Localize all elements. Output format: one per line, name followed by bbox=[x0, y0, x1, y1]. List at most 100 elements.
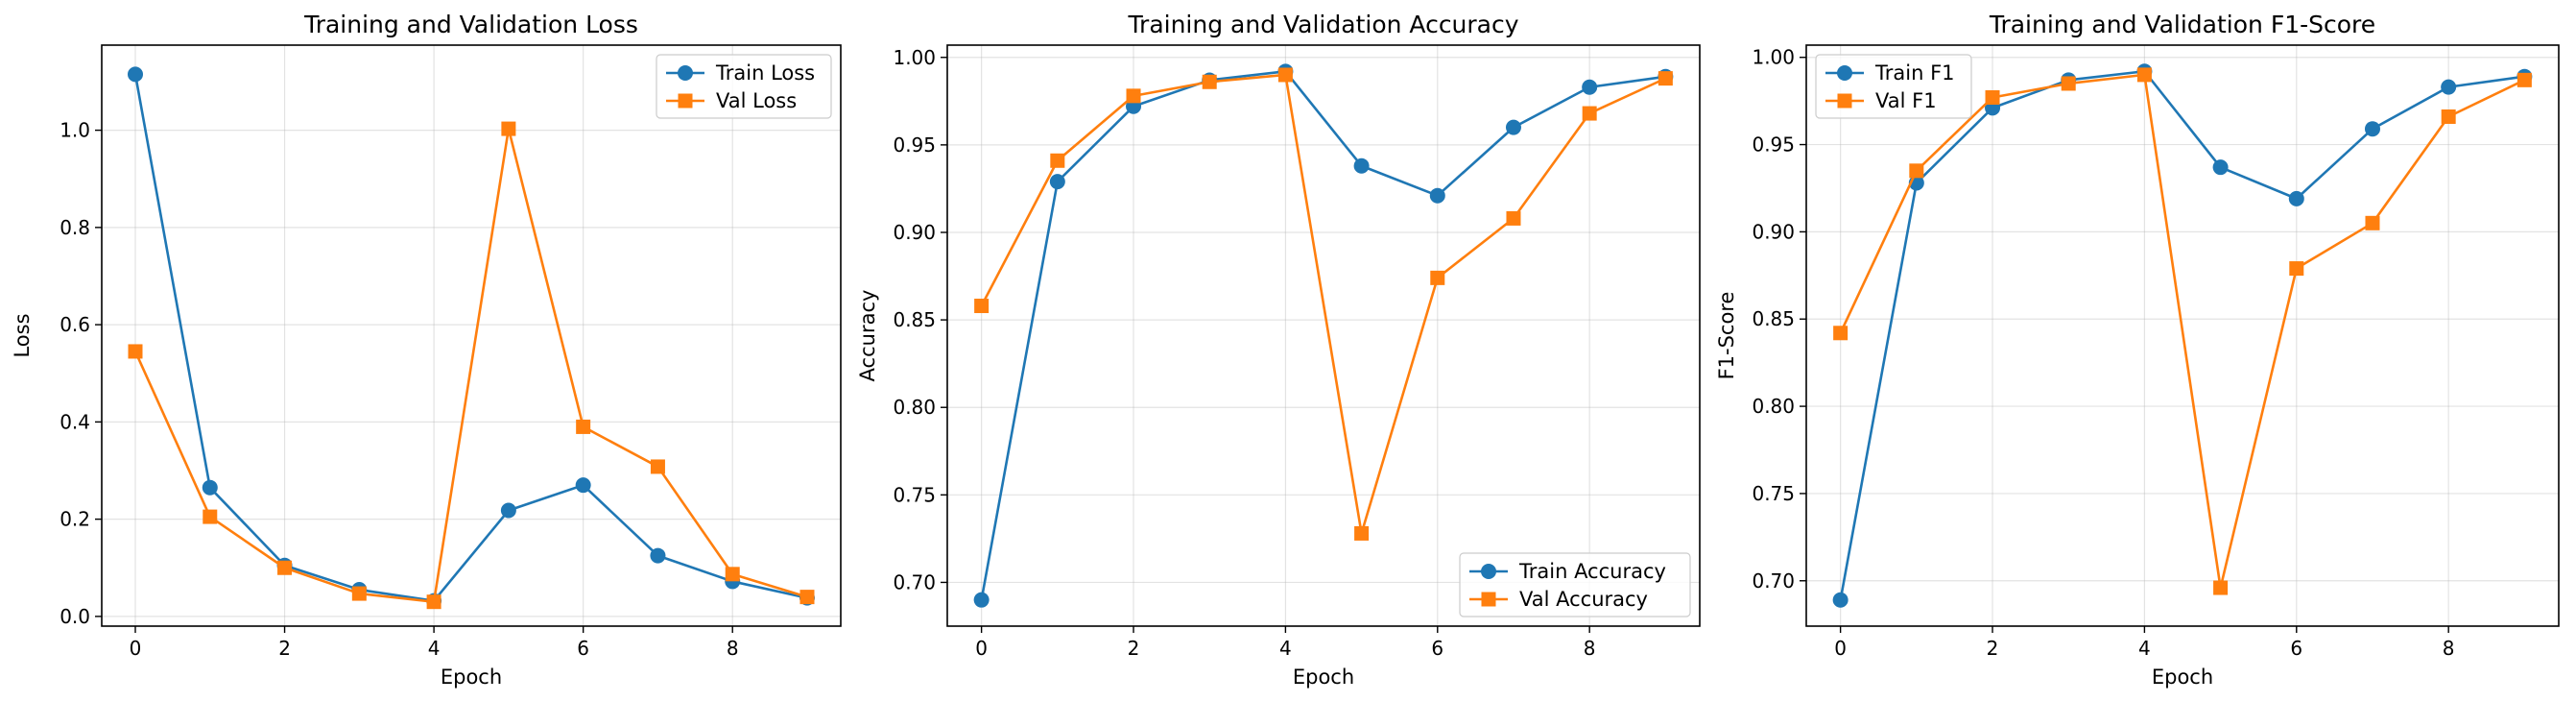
loss-y-tick-label: 1.0 bbox=[60, 119, 90, 142]
f1-score-chart: 0 2 4 6 8 0.70 0.75 0.80 0.85 0.90 0.95 1.00 Trainin… bbox=[1715, 11, 2560, 689]
loss-legend: Train Loss Val Loss bbox=[656, 54, 832, 119]
f1-score-x-tick-label: 0 bbox=[1834, 637, 1847, 660]
f1-score-y-tick-label: 0.85 bbox=[1752, 307, 1795, 330]
accuracy-train-point bbox=[1049, 174, 1065, 190]
f1-score-x-tick-label: 4 bbox=[2138, 637, 2151, 660]
f1-score-legend-marker-train bbox=[1837, 65, 1852, 81]
accuracy-y-tick-label: 0.70 bbox=[893, 570, 936, 593]
accuracy-legend-box bbox=[1459, 552, 1691, 617]
loss-val-point bbox=[725, 567, 740, 582]
accuracy-series-line-val bbox=[980, 73, 1666, 535]
loss-val-point bbox=[426, 594, 441, 610]
loss-x-axis-label: Epoch bbox=[441, 666, 502, 689]
accuracy-legend-marker-val bbox=[1481, 592, 1496, 607]
accuracy-y-tick-label: 0.95 bbox=[893, 133, 936, 157]
loss-plot-frame bbox=[101, 44, 842, 627]
accuracy-chart: 0 2 4 6 8 0.70 0.75 0.80 0.85 0.90 0.95 1.00 Trainin… bbox=[856, 11, 1701, 689]
f1-score-y-tick-label: 0.70 bbox=[1752, 569, 1795, 593]
loss-val-point bbox=[277, 560, 293, 575]
accuracy-y-tick-label: 0.85 bbox=[893, 308, 936, 331]
loss-legend-box bbox=[656, 54, 832, 119]
loss-x-tick-label: 2 bbox=[278, 637, 291, 660]
f1-score-val-point bbox=[1909, 163, 1924, 179]
loss-y-axis-label: Loss bbox=[11, 313, 34, 357]
loss-legend-marker-val bbox=[678, 93, 693, 109]
f1-score-val-point bbox=[2441, 109, 2456, 124]
accuracy-y-axis-label: Accuracy bbox=[856, 290, 879, 382]
accuracy-train-point bbox=[1353, 157, 1370, 174]
loss-val-point bbox=[203, 509, 218, 524]
f1-score-val-point bbox=[2213, 580, 2229, 595]
accuracy-x-tick-label: 8 bbox=[1584, 637, 1596, 660]
f1-score-train-point bbox=[2288, 190, 2304, 206]
f1-score-legend-marker-val bbox=[1837, 93, 1852, 109]
accuracy-val-point bbox=[1202, 74, 1217, 89]
accuracy-x-tick-label: 4 bbox=[1279, 637, 1292, 660]
loss-x-tick-label: 0 bbox=[130, 637, 142, 660]
f1-score-series-line-train bbox=[1839, 69, 2525, 600]
loss-y-tick-label: 0.6 bbox=[60, 313, 90, 336]
loss-series-line-val bbox=[133, 127, 808, 603]
accuracy-val-point bbox=[1277, 67, 1293, 83]
loss-val-point bbox=[576, 419, 591, 434]
loss-val-point bbox=[501, 121, 516, 136]
f1-score-train-point bbox=[2212, 159, 2229, 176]
loss-x-tick-label: 8 bbox=[727, 637, 739, 660]
accuracy-val-point bbox=[974, 299, 990, 314]
f1-score-y-tick-label: 0.95 bbox=[1752, 133, 1795, 157]
f1-score-val-point bbox=[2516, 72, 2532, 87]
f1-score-series-line-val bbox=[1839, 73, 2525, 590]
f1-score-val-point bbox=[2365, 215, 2380, 230]
loss-train-point bbox=[128, 66, 143, 83]
accuracy-x-tick-label: 0 bbox=[975, 637, 988, 660]
accuracy-series-line-train bbox=[980, 70, 1666, 600]
f1-score-val-point bbox=[2136, 67, 2152, 83]
f1-score-y-axis-label: F1-Score bbox=[1715, 292, 1738, 380]
loss-val-point bbox=[799, 590, 815, 605]
accuracy-val-point bbox=[1582, 106, 1597, 121]
accuracy-x-tick-label: 6 bbox=[1431, 637, 1443, 660]
accuracy-x-axis-label: Epoch bbox=[1293, 666, 1354, 689]
f1-score-y-tick-label: 1.00 bbox=[1752, 46, 1795, 69]
accuracy-y-tick-label: 1.00 bbox=[893, 46, 936, 69]
loss-series-line-train bbox=[133, 74, 808, 602]
f1-score-x-tick-label: 8 bbox=[2443, 637, 2455, 660]
accuracy-val-point bbox=[1050, 153, 1065, 168]
accuracy-val-point bbox=[1126, 88, 1141, 104]
loss-chart-title: Training and Validation Loss bbox=[303, 11, 638, 38]
loss-legend-label-val: Val Loss bbox=[716, 89, 797, 112]
f1-score-x-tick-label: 6 bbox=[2290, 637, 2302, 660]
accuracy-legend-label-val: Val Accuracy bbox=[1519, 588, 1648, 611]
f1-score-val-point bbox=[1985, 90, 2000, 106]
accuracy-plot-frame bbox=[946, 44, 1701, 627]
accuracy-val-point bbox=[1354, 525, 1370, 541]
f1-score-train-point bbox=[2364, 121, 2380, 137]
accuracy-x-tick-label: 2 bbox=[1128, 637, 1140, 660]
accuracy-val-point bbox=[1430, 270, 1445, 285]
f1-score-train-point bbox=[1832, 592, 1849, 608]
loss-y-tick-label: 0.2 bbox=[60, 508, 90, 531]
loss-legend-marker-train bbox=[678, 65, 693, 81]
f1-score-legend-box bbox=[1815, 54, 1972, 119]
f1-score-plot-frame bbox=[1805, 44, 2560, 627]
loss-y-tick-label: 0.4 bbox=[60, 410, 90, 433]
f1-score-train-point bbox=[2441, 79, 2457, 95]
accuracy-train-point bbox=[1582, 79, 1598, 95]
loss-val-point bbox=[351, 586, 367, 601]
f1-score-val-point bbox=[2289, 261, 2304, 277]
loss-train-point bbox=[575, 477, 591, 494]
loss-train-point bbox=[202, 479, 218, 496]
accuracy-chart-title: Training and Validation Accuracy bbox=[1127, 11, 1518, 38]
loss-y-tick-label: 0.8 bbox=[60, 216, 90, 239]
f1-score-val-point bbox=[1833, 326, 1849, 341]
f1-score-legend-label-val: Val F1 bbox=[1875, 89, 1937, 112]
f1-score-legend: Train F1 Val F1 bbox=[1815, 54, 1972, 119]
f1-score-val-point bbox=[2061, 76, 2076, 91]
accuracy-y-tick-label: 0.90 bbox=[893, 221, 936, 244]
accuracy-train-point bbox=[973, 592, 990, 608]
accuracy-legend-label-train: Train Accuracy bbox=[1518, 560, 1666, 583]
accuracy-y-tick-label: 0.80 bbox=[893, 396, 936, 419]
f1-score-x-axis-label: Epoch bbox=[2152, 666, 2213, 689]
loss-train-point bbox=[650, 547, 666, 564]
